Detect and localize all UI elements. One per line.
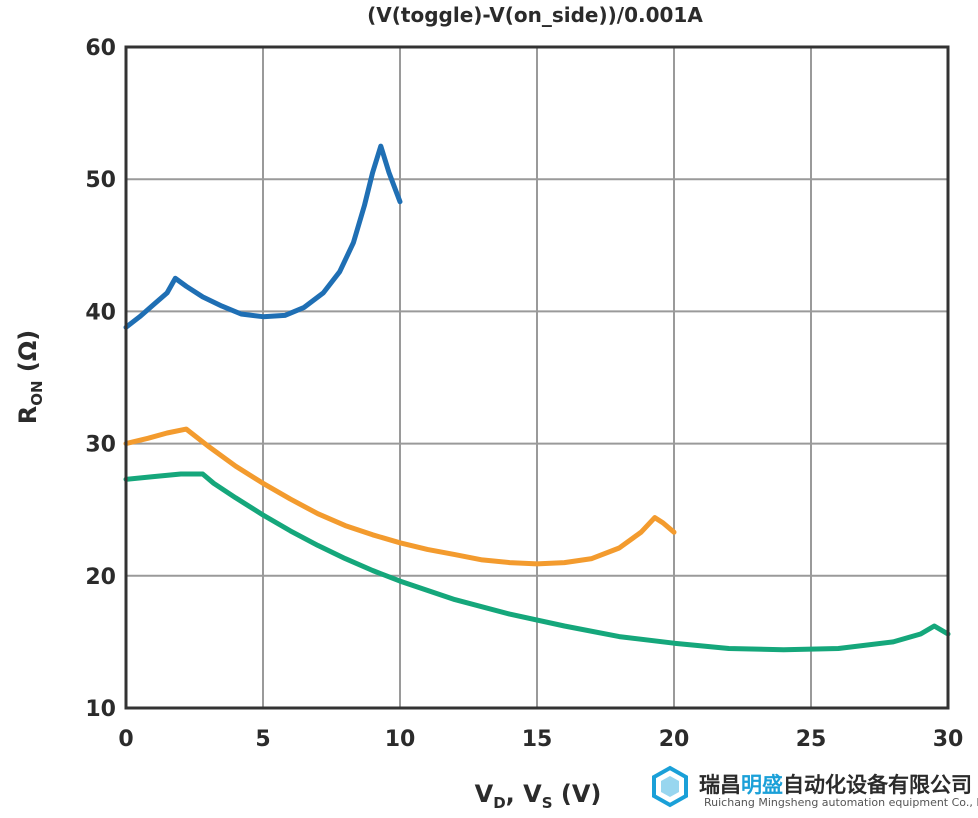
x-axis-label-sep: , V [506,780,542,808]
x-axis-label-main: V [475,780,494,808]
grid [125,46,949,709]
series-line-1 [123,143,403,330]
x-tick-labels: 0 5 10 15 20 25 30 [118,727,963,752]
x-tick-label-30: 30 [933,727,964,752]
y-tick-label-20: 20 [85,565,116,590]
series-group [123,143,951,653]
series-line-3 [123,471,951,653]
x-tick-label-5: 5 [255,727,270,752]
y-axis-label: RON (Ω) [14,330,46,425]
x-tick-label-15: 15 [522,727,553,752]
hexagon-logo-icon [652,765,688,808]
x-axis-label-sub2: S [542,794,553,812]
x-tick-label-25: 25 [796,727,827,752]
x-tick-label-20: 20 [659,727,690,752]
y-axis-label-main: R [14,406,42,424]
x-tick-label-0: 0 [118,727,133,752]
watermark: 瑞昌明盛自动化设备有限公司 Ruichang Mingsheng automat… [652,765,978,809]
plot-frame [124,45,950,710]
x-axis-label-sub1: D [493,794,505,812]
watermark-company-cn: 瑞昌明盛自动化设备有限公司 [699,773,972,797]
watermark-cn-prefix: 瑞昌 [699,773,741,797]
watermark-company-en: Ruichang Mingsheng automation equipment … [704,796,978,809]
y-tick-label-50: 50 [85,168,116,193]
watermark-cn-highlight: 明盛 [741,773,783,797]
y-tick-label-60: 60 [85,36,116,61]
y-tick-label-40: 40 [85,300,116,325]
chart-title: (V(toggle)-V(on_side))/0.001A [367,3,703,27]
y-tick-labels: 10 20 30 40 50 60 [85,36,116,722]
x-axis-label: VD, VS (V) [475,780,602,812]
x-tick-label-10: 10 [385,727,416,752]
y-axis-label-unit: (Ω) [14,330,42,381]
watermark-cn-suffix: 自动化设备有限公司 [783,773,972,797]
y-axis-label-sub: ON [28,380,46,405]
y-tick-label-30: 30 [85,433,116,458]
x-axis-label-unit: (V) [553,780,602,808]
series-line-2 [123,426,677,567]
y-tick-label-10: 10 [85,697,116,722]
